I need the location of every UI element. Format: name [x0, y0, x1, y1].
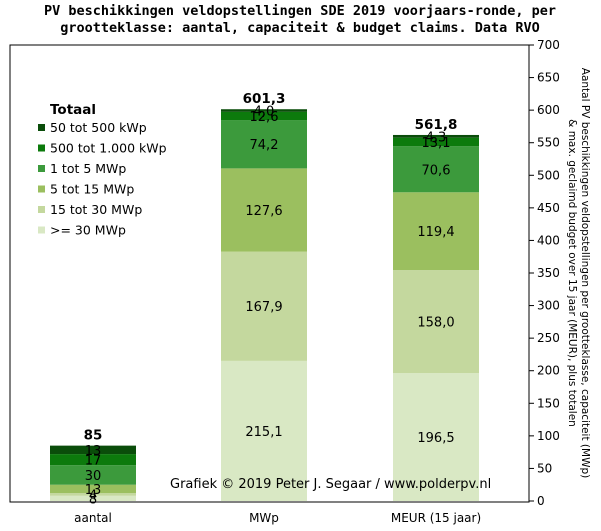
bar-value-label: 119,4	[417, 225, 454, 240]
x-category-label: MEUR (15 jaar)	[391, 511, 481, 525]
y-tick-label: 100	[537, 429, 560, 443]
y-axis: 0 50 100 150 200 250 300 350 400 450 500 550 600 650 7…	[529, 38, 560, 508]
x-axis: aantal MWp MEUR (15 jaar)	[74, 511, 481, 525]
bar-segment	[50, 465, 136, 485]
bar-value-label: 12,6	[250, 110, 279, 125]
bar-value-label: 17	[85, 454, 102, 469]
bar-segment	[50, 495, 136, 501]
bar-value-label: 13	[85, 483, 102, 498]
y-tick-label: 450	[537, 201, 560, 215]
bar-segment	[50, 454, 136, 466]
legend-swatch	[38, 206, 45, 213]
y-tick-label: 500	[537, 168, 560, 182]
y-tick-label: 400	[537, 233, 560, 247]
bar-total-label: 561,8	[415, 117, 458, 133]
bar-segment	[221, 360, 307, 501]
legend-entry: 1 tot 5 MWp	[50, 161, 126, 176]
legend-entry: 5 tot 15 MWp	[50, 182, 134, 197]
y-tick-label: 550	[537, 136, 560, 150]
y-tick-label: 350	[537, 266, 560, 280]
bar-segment	[393, 134, 479, 138]
bar-value-label: 167,9	[245, 300, 282, 315]
bar-total-label: 85	[84, 428, 103, 444]
x-category-label: MWp	[249, 511, 279, 525]
bar-value-label: 4,0	[254, 105, 275, 120]
bar-segment	[50, 445, 136, 455]
bar-total-label: 601,3	[243, 91, 286, 107]
bar-segment	[221, 120, 307, 169]
bar-segment	[393, 146, 479, 193]
bar-segment	[393, 192, 479, 271]
bar-value-label: 158,0	[417, 316, 454, 331]
bar-value-label: 4	[89, 488, 97, 503]
y-tick-label: 0	[537, 494, 545, 508]
bar-value-label: 13	[85, 444, 102, 459]
y-tick-label: 50	[537, 461, 552, 475]
bar-value-label: 13,1	[422, 136, 451, 151]
legend-entry: 500 tot 1.000 kWp	[50, 141, 167, 156]
x-category-label: aantal	[74, 511, 112, 525]
y-tick-label: 650	[537, 71, 560, 85]
legend-entry: 15 tot 30 MWp	[50, 202, 142, 217]
legend-entry: >= 30 MWp	[50, 223, 126, 238]
chart-title-line-1: PV beschikkingen veldopstellingen SDE 20…	[44, 3, 556, 19]
legend-title: Totaal	[50, 102, 96, 118]
y-tick-label: 250	[537, 331, 560, 345]
bar-value-label: 215,1	[245, 425, 282, 440]
bar-value-label: 196,5	[417, 431, 454, 446]
bar-segment	[393, 270, 479, 373]
bar-value-label: 74,2	[250, 138, 279, 153]
bar-segment	[221, 251, 307, 361]
y-tick-label: 200	[537, 364, 560, 378]
legend-entry: 50 tot 500 kWp	[50, 120, 147, 135]
bar-segment	[50, 484, 136, 494]
legend: Totaal 50 tot 500 kWp 500 tot 1.000 kWp 1 …	[38, 102, 167, 238]
legend-swatch	[38, 144, 45, 152]
legend-swatch	[38, 185, 45, 193]
y-axis-label-line-2: & max. geclaimd budget over 15 jaar (MEU…	[566, 119, 578, 427]
y-tick-label: 300	[537, 299, 560, 313]
bar-value-label: 70,6	[422, 163, 451, 178]
bar-segment	[393, 372, 479, 501]
bar-segment	[393, 137, 479, 147]
y-tick-label: 700	[537, 38, 560, 52]
bar-segment	[221, 168, 307, 252]
bar-value-label: 127,6	[245, 204, 282, 219]
bar-segment	[50, 493, 136, 496]
y-tick-label: 600	[537, 103, 560, 117]
y-tick-label: 150	[537, 396, 560, 410]
legend-swatch	[38, 124, 45, 131]
bar-segment	[221, 109, 307, 112]
bar-value-label: 4,3	[426, 130, 447, 145]
legend-swatch	[38, 165, 45, 172]
bar-segment	[221, 111, 307, 121]
chart-title-line-2: grootteklasse: aantal, capaciteit & budg…	[60, 20, 540, 36]
legend-swatch	[38, 226, 45, 234]
bar-value-label: 8	[89, 492, 97, 507]
chart-credit: Grafiek © 2019 Peter J. Segaar / www.pol…	[170, 477, 491, 492]
bar-value-label: 30	[85, 469, 102, 484]
y-axis-label-line-1: Aantal PV beschikkingen veldopstellingen…	[579, 68, 591, 478]
